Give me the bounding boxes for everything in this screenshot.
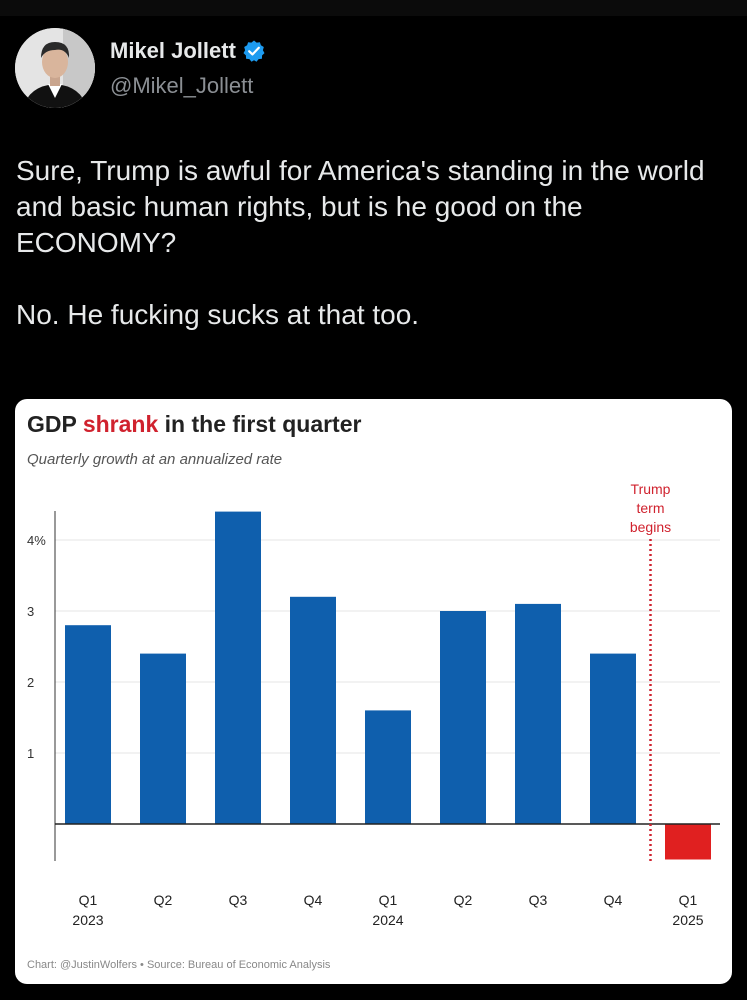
footer-credit: Chart: @JustinWolfers xyxy=(27,959,137,971)
chart-title-prefix: GDP xyxy=(27,411,83,437)
annotation-label: Trump xyxy=(631,481,671,497)
chart-footer: Chart: @JustinWolfers • Source: Bureau o… xyxy=(27,959,330,971)
verified-badge-icon xyxy=(242,39,266,63)
bar xyxy=(590,653,636,824)
x-tick-label: Q4 xyxy=(304,892,323,908)
chart-card[interactable]: GDP shrank in the first quarter Quarterl… xyxy=(15,399,732,984)
y-tick-label: 4% xyxy=(27,533,46,548)
x-tick-label: Q2 xyxy=(454,892,473,908)
chart-title-highlight: shrank xyxy=(82,411,159,437)
x-year-label: 2023 xyxy=(72,912,103,928)
avatar-image xyxy=(15,28,95,108)
annotation-label: begins xyxy=(630,519,671,535)
x-tick-label: Q3 xyxy=(229,892,248,908)
avatar[interactable] xyxy=(15,28,95,108)
bar xyxy=(515,603,561,824)
bar xyxy=(290,596,336,824)
footer-separator: • xyxy=(137,959,147,971)
chart-title-suffix: in the first quarter xyxy=(158,411,362,437)
bar xyxy=(440,611,486,824)
author-row: Mikel Jollett xyxy=(110,38,266,64)
post-text: Sure, Trump is awful for America's stand… xyxy=(16,155,705,330)
top-bar xyxy=(0,0,747,16)
bar xyxy=(65,625,111,824)
bar xyxy=(665,824,711,860)
x-tick-label: Q1 xyxy=(379,892,398,908)
x-tick-label: Q1 xyxy=(79,892,98,908)
footer-source: Source: Bureau of Economic Analysis xyxy=(146,959,331,971)
display-name[interactable]: Mikel Jollett xyxy=(110,38,236,63)
y-tick-label: 3 xyxy=(27,604,34,619)
x-year-label: 2024 xyxy=(372,912,403,928)
x-tick-label: Q1 xyxy=(679,892,698,908)
bar xyxy=(365,710,411,824)
y-tick-label: 1 xyxy=(27,746,34,761)
chart-title: GDP shrank in the first quarter xyxy=(27,411,361,438)
bar xyxy=(140,653,186,824)
x-tick-label: Q3 xyxy=(529,892,548,908)
chart-subtitle: Quarterly growth at an annualized rate xyxy=(27,451,283,468)
bar xyxy=(215,511,261,824)
author-handle[interactable]: @Mikel_Jollett xyxy=(110,73,254,98)
x-tick-label: Q4 xyxy=(604,892,623,908)
annotation-label: term xyxy=(637,500,665,516)
y-tick-label: 2 xyxy=(27,675,34,690)
bar-chart: 1 2 3 4% Q1 2023 Q2 Q3 Q4 Q1 2024 Q2 Q3 Q4 Q1 2025 Trump… xyxy=(27,481,720,928)
x-year-label: 2025 xyxy=(672,912,703,928)
x-tick-label: Q2 xyxy=(154,892,173,908)
